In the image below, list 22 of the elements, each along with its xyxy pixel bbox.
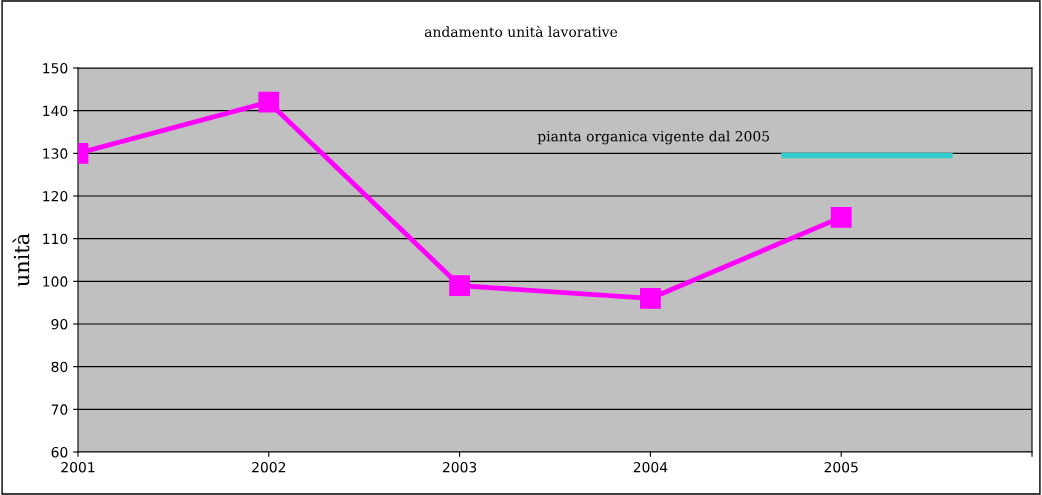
y-tick-label: 60 — [51, 446, 68, 458]
y-tick-label: 70 — [51, 404, 68, 415]
x-tick-label: 2002 — [252, 461, 286, 473]
y-axis-title: unità — [12, 233, 30, 287]
y-tick-label: 120 — [43, 190, 68, 202]
chart-title: andamento unità lavorative — [424, 25, 618, 38]
y-tick-label: 100 — [43, 276, 68, 287]
point — [449, 275, 471, 297]
x-tick-label: 2003 — [442, 461, 477, 473]
series-label: pianta organica vigente dal 2005 — [537, 130, 769, 145]
point — [830, 206, 852, 228]
x-tick-label: 2004 — [633, 461, 668, 473]
x-tick-label: 2001 — [61, 461, 95, 473]
y-tick-label: 130 — [43, 148, 68, 159]
y-tick-label: 140 — [43, 105, 68, 117]
point — [639, 287, 661, 309]
point — [258, 91, 280, 113]
y-tick-label: 90 — [51, 318, 68, 330]
y-tick-label: 110 — [43, 233, 68, 245]
y-tick-label: 150 — [43, 62, 68, 74]
x-tick-label: 2005 — [824, 461, 858, 473]
y-tick-label: 80 — [51, 361, 68, 373]
